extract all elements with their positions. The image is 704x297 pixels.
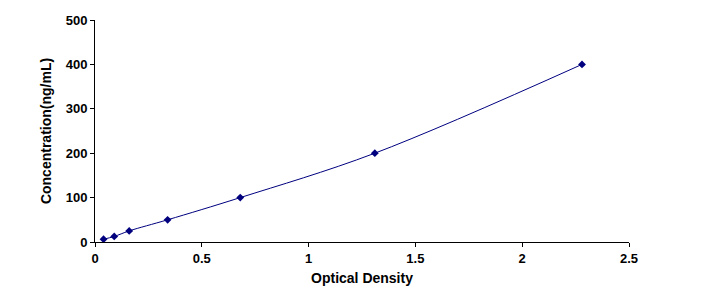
svg-text:1: 1: [305, 251, 312, 266]
svg-text:400: 400: [66, 57, 88, 72]
svg-text:500: 500: [66, 13, 88, 28]
svg-text:Concentration(ng/mL): Concentration(ng/mL): [38, 58, 54, 204]
svg-text:200: 200: [66, 146, 88, 161]
svg-text:1.5: 1.5: [406, 251, 424, 266]
svg-text:Optical Density: Optical Density: [311, 270, 413, 286]
svg-text:0.5: 0.5: [193, 251, 211, 266]
svg-text:0: 0: [91, 251, 98, 266]
svg-text:100: 100: [66, 190, 88, 205]
svg-text:300: 300: [66, 101, 88, 116]
svg-text:0: 0: [80, 235, 87, 250]
svg-text:2.5: 2.5: [620, 251, 638, 266]
svg-text:2: 2: [519, 251, 526, 266]
